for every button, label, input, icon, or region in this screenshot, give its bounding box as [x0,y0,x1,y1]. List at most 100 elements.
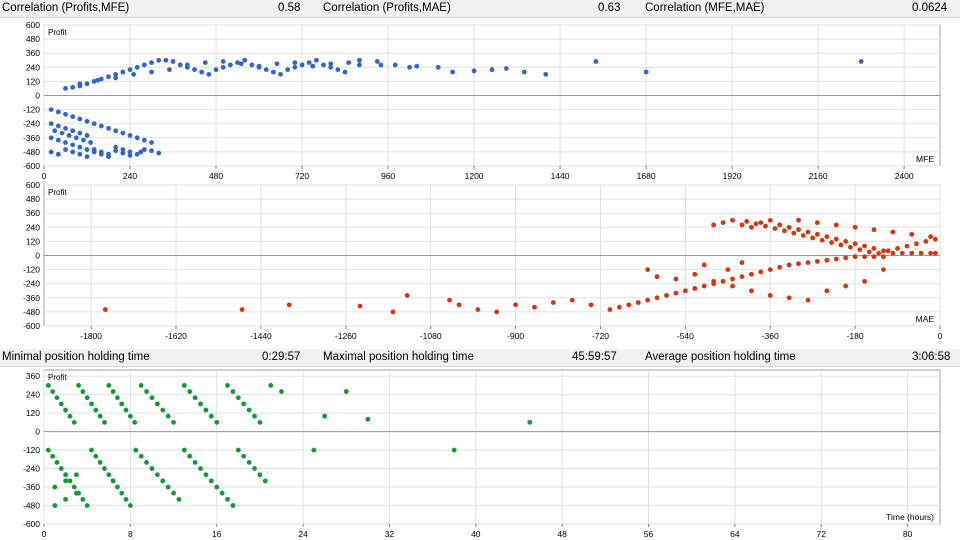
time-scatter-point [58,466,64,471]
mae-scatter-point [730,276,735,282]
time-scatter-point [97,413,103,419]
time-x-tick-label: 32 [385,529,395,539]
mfe-scatter-point [84,118,90,124]
time-scatter-point [230,389,236,394]
mae-scatter-point [720,278,726,284]
avg-hold-value: 3:06:58 [912,351,951,363]
mfe-y-tick-label: -600 [23,161,40,171]
mfe-scatter-point [206,71,212,77]
mfe-y-tick-label: -240 [23,119,40,129]
mfe-scatter-point [321,62,326,68]
time-scatter-point [208,413,214,419]
corr-profit-mae-value: 0.63 [598,2,621,14]
time-y-tick-label: -600 [23,519,40,529]
mae-scatter-point [876,250,882,256]
time-scatter-point [241,401,247,407]
mae-scatter-point [767,217,773,223]
mae-scatter-point [763,223,768,229]
time-scatter-point [110,389,116,394]
time-scatter-point [63,472,68,478]
time-scatter-point [527,419,533,425]
mae-scatter-point [791,230,797,236]
mae-x-tick-label: -1260 [335,331,357,341]
mae-scatter-point [772,226,778,231]
mfe-scatter-point [149,69,154,75]
time-scatter-point [63,478,68,484]
mfe-scatter-point [170,59,176,64]
time-scatter-point [127,413,133,419]
corr-mfe-mae-label: Correlation (MFE,MAE) [645,2,765,14]
mfe-y-tick-label: 0 [35,91,40,101]
mae-y-tick-label: 120 [26,236,40,246]
mfe-y-tick-label: 360 [26,48,40,58]
mfe-scatter-point [84,81,90,87]
mfe-scatter-point [489,67,495,73]
time-x-tick-label: 48 [557,529,567,539]
mae-scatter-point [890,250,896,256]
time-scatter-point [97,460,103,465]
mfe-scatter-point [63,86,68,91]
time-x-tick-label: 40 [471,529,481,539]
mfe-x-tick-label: 2160 [809,171,828,181]
mae-scatter-point [824,234,830,240]
mfe-scatter-point [149,140,154,145]
mfe-scatter-point [593,59,599,64]
mae-scatter-point [918,250,924,256]
mfe-y-tick-label: -120 [23,105,40,115]
time-scatter-point [160,478,166,484]
mfe-scatter-point [503,66,509,71]
time-scatter-point [365,416,371,422]
mfe-scatter-point [374,59,380,64]
mae-scatter-point [711,222,717,228]
time-scatter-point [127,503,133,508]
time-scatter-point [160,407,166,413]
time-scatter-point [219,490,225,496]
mae-scatter-point [895,246,900,251]
mae-scatter-point [645,267,651,272]
mfe-scatter-point [156,57,162,63]
mfe-scatter-point [858,59,864,64]
mfe-x-axis-label: MFE [916,154,934,164]
time-x-tick-label: 72 [817,529,827,539]
mfe-scatter-point [202,60,208,65]
time-scatter-point [50,453,56,459]
mae-scatter-point [923,239,929,244]
time-scatter-point [93,453,99,459]
mae-scatter-point [862,278,867,284]
mfe-scatter-point [378,62,384,68]
mae-scatter-point [814,258,820,264]
mae-scatter-point [786,224,792,230]
mfe-x-tick-label: 240 [123,171,137,181]
mfe-scatter-point [199,69,205,75]
mae-scatter-point [885,248,891,254]
time-y-tick-label: -480 [23,501,40,511]
time-y-tick-label: -240 [23,464,40,474]
mae-scatter-point [730,283,735,289]
time-scatter-point [73,490,79,496]
mfe-scatter-point [63,125,68,131]
mae-x-tick-label: -1440 [250,331,272,341]
mae-scatter-point [692,271,698,277]
mae-scatter-point [777,264,783,270]
time-scatter-point [235,395,241,401]
mae-scatter-point [720,220,726,226]
mfe-scatter-point [285,67,291,73]
mae-scatter-point [848,244,853,250]
mfe-scatter-point [127,67,133,73]
time-scatter-point [181,383,187,388]
time-scatter-point [93,407,99,413]
time-scatter-point [176,496,182,502]
mae-y-tick-label: 480 [26,194,40,204]
time-scatter-point [102,466,107,471]
mae-y-tick-label: -360 [23,293,40,303]
mfe-scatter-point [227,62,233,68]
mae-scatter-point [456,302,462,308]
time-scatter-point [203,472,209,478]
mfe-scatter-point [84,133,90,138]
mfe-scatter-point [84,154,90,160]
mfe-scatter-point [55,109,61,115]
mae-scatter-point [871,254,877,260]
mfe-scatter-point [407,64,412,70]
mae-scatter-point [862,254,867,260]
mfe-scatter-point [91,147,97,152]
